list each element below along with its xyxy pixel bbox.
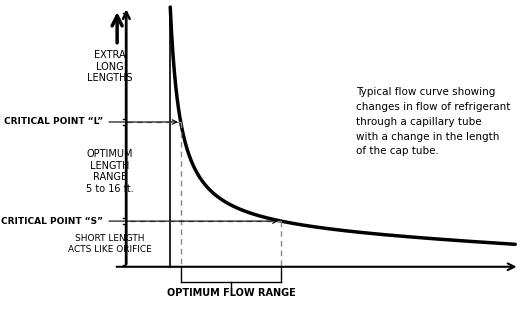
Text: Typical flow curve showing
changes in flow of refrigerant
through a capillary tu: Typical flow curve showing changes in fl… — [356, 87, 511, 157]
Text: OPTIMUM FLOW RANGE: OPTIMUM FLOW RANGE — [166, 288, 295, 298]
Text: CRITICAL POINT “S”: CRITICAL POINT “S” — [2, 217, 277, 226]
Text: SHORT LENGTH
ACTS LIKE ORIFICE: SHORT LENGTH ACTS LIKE ORIFICE — [68, 234, 152, 254]
Text: OPTIMUM
LENGTH
RANGE
5 to 16 ft.: OPTIMUM LENGTH RANGE 5 to 16 ft. — [86, 149, 133, 194]
Text: EXTRA
LONG
LENGTHS: EXTRA LONG LENGTHS — [87, 50, 132, 83]
Text: CRITICAL POINT “L”: CRITICAL POINT “L” — [4, 117, 177, 127]
